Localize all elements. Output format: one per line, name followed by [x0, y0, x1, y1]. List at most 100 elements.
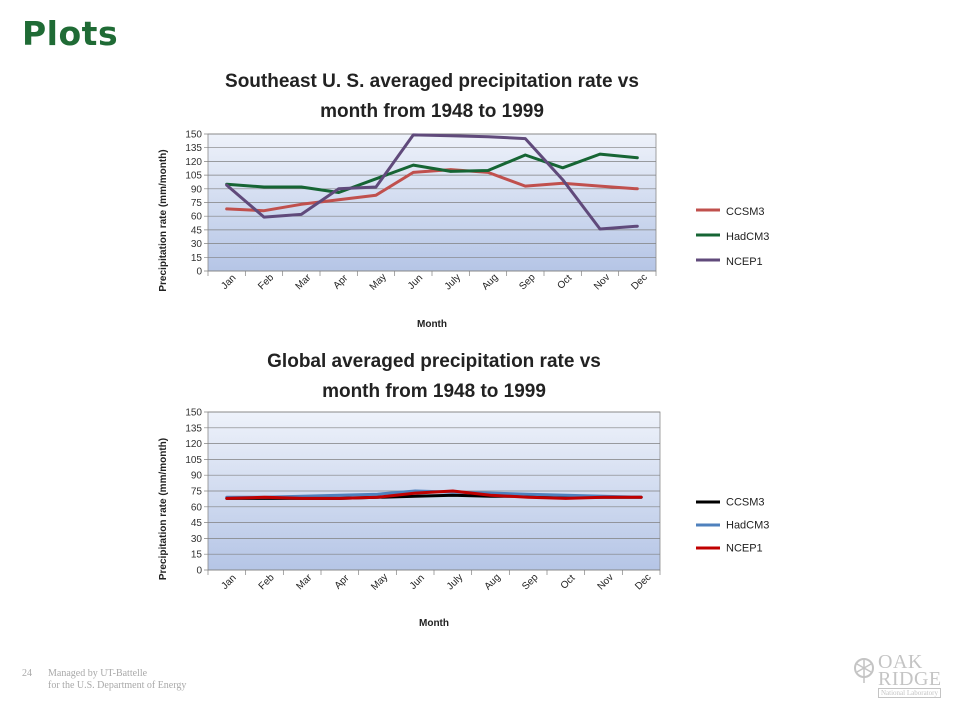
data-point: [301, 497, 303, 499]
data-point: [527, 493, 529, 495]
southeast-precip-chart: Southeast U. S. averaged precipitation r…: [0, 60, 960, 340]
x-tick-label: May: [369, 572, 390, 593]
y-tick-label: 0: [196, 566, 202, 577]
legend-label: NCEP1: [726, 543, 763, 555]
footer-managed-by: Managed by UT-Battelle: [48, 668, 147, 680]
x-tick-label: Mar: [294, 572, 314, 592]
legend-label: HadCM3: [726, 231, 769, 243]
data-point: [412, 164, 414, 166]
data-point: [375, 186, 377, 188]
y-tick-label: 45: [191, 518, 203, 529]
y-tick-label: 135: [185, 423, 202, 434]
x-tick-label: Jun: [406, 273, 425, 292]
data-point: [487, 136, 489, 138]
y-tick-label: 105: [185, 455, 202, 466]
data-point: [263, 216, 265, 218]
x-tick-label: Dec: [629, 272, 649, 292]
y-tick-label: 90: [191, 471, 203, 482]
x-tick-label: Aug: [483, 572, 503, 592]
y-tick-label: 45: [191, 225, 203, 236]
data-point: [489, 494, 491, 496]
y-axis-label: Precipitation rate (mm/month): [158, 438, 169, 580]
data-point: [452, 490, 454, 492]
data-point: [561, 167, 563, 169]
data-point: [599, 228, 601, 230]
y-tick-label: 150: [185, 408, 202, 419]
logo-word-ridge: RIDGE: [878, 669, 942, 689]
y-tick-label: 60: [191, 212, 203, 223]
legend-label: HadCM3: [726, 520, 769, 532]
logo-subtitle: National Laboratory: [878, 688, 941, 698]
data-point: [524, 154, 526, 156]
data-point: [414, 495, 416, 497]
data-point: [524, 185, 526, 187]
data-point: [412, 134, 414, 136]
chart-title-line: Global averaged precipitation rate vs: [267, 351, 601, 372]
chart-title-line: month from 1948 to 1999: [322, 381, 546, 402]
data-point: [561, 178, 563, 180]
x-tick-label: Feb: [257, 572, 277, 592]
data-point: [565, 494, 567, 496]
legend-label: CCSM3: [726, 206, 765, 218]
x-tick-label: Sep: [520, 572, 541, 593]
data-point: [300, 203, 302, 205]
slide-title: Plots: [22, 14, 118, 53]
data-point: [337, 191, 339, 193]
x-tick-label: Nov: [596, 572, 616, 592]
data-point: [263, 210, 265, 212]
data-point: [414, 492, 416, 494]
x-tick-label: Dec: [633, 572, 653, 592]
x-tick-label: Sep: [517, 272, 538, 293]
data-point: [226, 497, 228, 499]
data-point: [524, 137, 526, 139]
y-tick-label: 75: [191, 487, 203, 498]
data-point: [376, 493, 378, 495]
data-point: [640, 496, 642, 498]
data-point: [225, 184, 227, 186]
x-tick-label: July: [445, 572, 465, 592]
x-tick-label: Feb: [256, 272, 276, 292]
page-number: 24: [22, 668, 32, 680]
x-tick-label: Nov: [592, 272, 612, 292]
x-tick-label: Jun: [408, 573, 427, 592]
legend-label: NCEP1: [726, 256, 763, 268]
y-tick-label: 150: [185, 130, 202, 141]
data-point: [449, 135, 451, 137]
data-point: [412, 171, 414, 173]
data-point: [339, 497, 341, 499]
y-tick-label: 15: [191, 253, 203, 264]
legend-label: CCSM3: [726, 497, 765, 509]
data-point: [263, 496, 265, 498]
x-tick-label: Oct: [556, 273, 575, 292]
data-point: [527, 496, 529, 498]
y-tick-label: 0: [196, 267, 202, 278]
x-tick-label: Jan: [219, 273, 238, 292]
footer-department: for the U.S. Department of Energy: [48, 680, 186, 692]
data-point: [452, 494, 454, 496]
data-point: [375, 194, 377, 196]
data-point: [376, 496, 378, 498]
data-point: [337, 199, 339, 201]
x-tick-label: Mar: [294, 272, 314, 292]
x-tick-label: Apr: [332, 272, 351, 291]
global-precip-chart: Global averaged precipitation rate vs mon…: [0, 340, 960, 640]
y-tick-label: 75: [191, 198, 203, 209]
x-tick-label: Oct: [559, 573, 578, 592]
y-tick-label: 120: [185, 439, 202, 450]
chart-title-line: Southeast U. S. averaged precipitation r…: [225, 71, 639, 92]
y-tick-label: 30: [191, 534, 203, 545]
data-point: [337, 188, 339, 190]
data-point: [225, 208, 227, 210]
data-point: [636, 225, 638, 227]
data-point: [565, 497, 567, 499]
y-tick-label: 15: [191, 550, 203, 561]
x-tick-label: Jan: [219, 573, 238, 592]
y-tick-label: 105: [185, 171, 202, 182]
y-tick-label: 120: [185, 157, 202, 168]
data-point: [300, 213, 302, 215]
data-point: [602, 496, 604, 498]
x-tick-label: May: [368, 272, 389, 293]
x-tick-label: July: [443, 272, 463, 292]
data-point: [636, 188, 638, 190]
data-point: [487, 169, 489, 171]
